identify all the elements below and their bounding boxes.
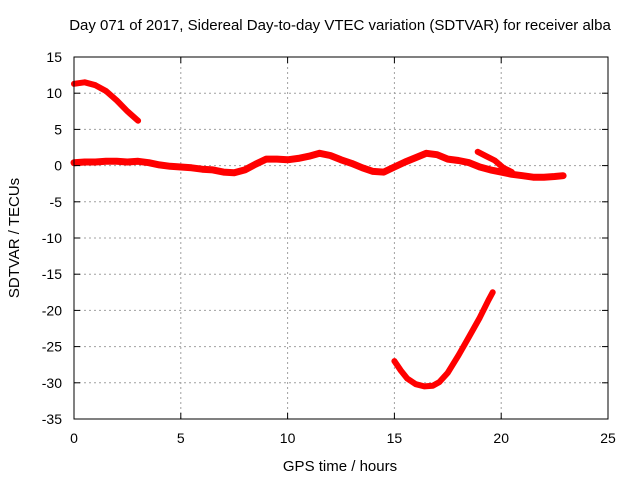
x-tick-label: 20 xyxy=(493,430,509,446)
x-tick-label: 0 xyxy=(70,430,78,446)
grid xyxy=(74,57,608,419)
series-line-arc-2 xyxy=(70,149,567,181)
y-tick-label: -20 xyxy=(42,302,62,318)
y-tick-label: -30 xyxy=(42,375,62,391)
y-tick-label: -35 xyxy=(42,411,62,427)
series-line-arc-3 xyxy=(474,148,515,176)
x-tick-label: 10 xyxy=(280,430,296,446)
axis-ticks: 0 5 10 15 20 25 15 10 5 0 -5 -10 -15 -20 -25 -30 -35 xyxy=(42,49,616,446)
y-tick-label: -5 xyxy=(50,194,63,210)
x-axis-label: GPS time / hours xyxy=(283,458,397,475)
y-tick-label: 0 xyxy=(54,158,62,174)
plot-series xyxy=(70,79,567,390)
x-tick-label: 25 xyxy=(600,430,616,446)
x-tick-label: 5 xyxy=(177,430,185,446)
series-line-arc-4 xyxy=(391,289,496,390)
y-tick-label: 5 xyxy=(54,121,62,137)
chart-title: Day 071 of 2017, Sidereal Day-to-day VTE… xyxy=(69,17,611,34)
y-tick-label: -25 xyxy=(42,339,62,355)
series-line-arc-1 xyxy=(71,79,142,124)
y-tick-label: -10 xyxy=(42,230,62,246)
y-tick-label: -15 xyxy=(42,266,62,282)
y-axis-label: SDTVAR / TECUs xyxy=(6,178,23,298)
y-tick-label: 15 xyxy=(46,49,62,65)
y-tick-label: 10 xyxy=(46,85,62,101)
x-tick-label: 15 xyxy=(387,430,403,446)
